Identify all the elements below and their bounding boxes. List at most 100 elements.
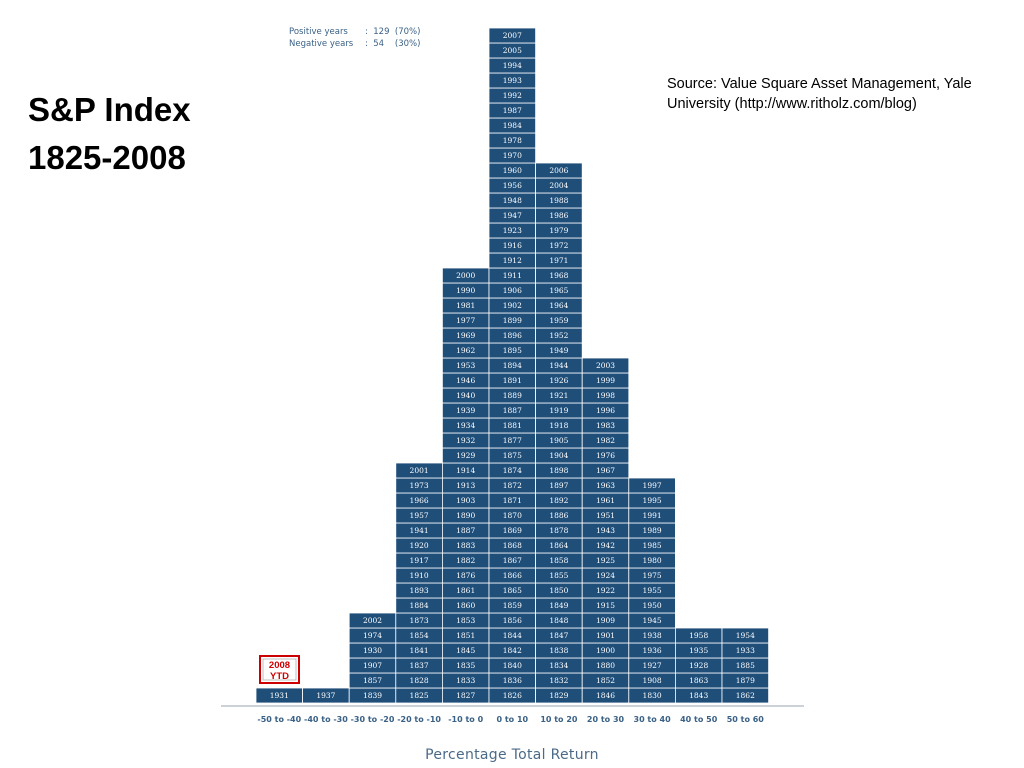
- year-cell-label: 1964: [549, 301, 568, 310]
- year-cell-label: 1841: [410, 646, 429, 655]
- year-cell-label: 1956: [503, 181, 522, 190]
- year-cell-label: 1944: [549, 361, 568, 370]
- year-cell-label: 1920: [410, 541, 429, 550]
- year-cell-label: 1874: [503, 466, 522, 475]
- ytd-suffix-label: YTD: [270, 671, 289, 682]
- year-cell-label: 1983: [596, 421, 615, 430]
- year-cell-label: 1880: [596, 661, 615, 670]
- year-cell-label: 1946: [456, 376, 475, 385]
- year-cell-label: 1928: [689, 661, 708, 670]
- source-note-line1: Source: Value Square Asset Management, Y…: [667, 76, 972, 92]
- ytd-box: [259, 655, 300, 684]
- bin-label: 10 to 20: [540, 715, 578, 724]
- year-cell-label: 1927: [643, 661, 662, 670]
- year-cell-label: 1995: [643, 496, 662, 505]
- bin-label: 0 to 10: [497, 715, 529, 724]
- x-axis-title: Percentage Total Return: [425, 747, 599, 763]
- year-cell-label: 1870: [503, 511, 522, 520]
- year-cell-label: 1953: [456, 361, 475, 370]
- year-cell-label: 1843: [689, 691, 708, 700]
- year-cell-label: 1868: [503, 541, 522, 550]
- year-cell-label: 1847: [549, 631, 568, 640]
- year-cell-label: 1911: [503, 271, 522, 280]
- year-cell: [535, 162, 583, 179]
- year-cell-label: 1863: [689, 676, 708, 685]
- year-cell-label: 1957: [410, 511, 429, 520]
- year-cell-label: 1936: [643, 646, 662, 655]
- year-cell-label: 1897: [549, 481, 568, 490]
- year-cell-label: 1877: [503, 436, 522, 445]
- year-cell-label: 2003: [596, 361, 615, 370]
- year-cell-label: 1945: [643, 616, 662, 625]
- year-cell-label: 1963: [596, 481, 615, 490]
- year-cell: [581, 357, 630, 374]
- year-cell-label: 1905: [549, 436, 568, 445]
- year-cell-label: 1900: [596, 646, 615, 655]
- year-cell: [628, 477, 676, 494]
- slide-title-line1: S&P Index: [28, 91, 191, 128]
- year-cell-label: 1889: [503, 391, 522, 400]
- year-cell-label: 1876: [456, 571, 475, 580]
- year-cell-label: 1932: [456, 436, 475, 445]
- year-cell-label: 1918: [549, 421, 568, 430]
- year-cell-label: 1858: [549, 556, 568, 565]
- year-cell-label: 1930: [363, 646, 382, 655]
- year-cell-label: 1972: [549, 241, 568, 250]
- year-cell-label: 1907: [363, 661, 382, 670]
- year-cell-label: 1871: [503, 496, 522, 505]
- year-cell-label: 1825: [410, 691, 429, 700]
- year-cell-label: 1894: [503, 361, 522, 370]
- year-cell-label: 1984: [503, 121, 522, 130]
- year-cell-label: 1974: [363, 631, 382, 640]
- year-cell-label: 1986: [549, 211, 568, 220]
- year-cell-label: 1996: [596, 406, 615, 415]
- year-cell-label: 1904: [549, 451, 568, 460]
- year-cell-label: 1887: [456, 526, 475, 535]
- year-cell-label: 2001: [410, 466, 429, 475]
- year-cell-label: 1828: [410, 676, 429, 685]
- slide-title-line2: 1825-2008: [28, 139, 186, 176]
- year-cell-label: 1965: [549, 286, 568, 295]
- year-cell-label: 1893: [410, 586, 429, 595]
- year-cell-label: 1985: [643, 541, 662, 550]
- year-cell-label: 1899: [503, 316, 522, 325]
- year-cell-label: 1973: [410, 481, 429, 490]
- year-cell-label: 1969: [456, 331, 475, 340]
- year-cell-label: 1960: [503, 166, 522, 175]
- year-cell-label: 1978: [503, 136, 522, 145]
- year-cell-label: 1826: [503, 691, 522, 700]
- year-cell-label: 1862: [736, 691, 755, 700]
- ytd-inner-frame: [262, 658, 297, 681]
- year-cell-label: 1842: [503, 646, 522, 655]
- year-cell-label: 1838: [549, 646, 568, 655]
- year-cell-label: 1901: [596, 631, 615, 640]
- year-cell-label: 1873: [410, 616, 429, 625]
- year-cell-label: 1866: [503, 571, 522, 580]
- year-cell-label: 1947: [503, 211, 522, 220]
- bin-label: -10 to 0: [448, 715, 483, 724]
- year-cell-label: 1943: [596, 526, 615, 535]
- year-cell-label: 1886: [549, 511, 568, 520]
- year-cell-label: 1834: [549, 661, 568, 670]
- year-cell-label: 1854: [410, 631, 429, 640]
- year-cell-label: 1938: [643, 631, 662, 640]
- stat-value: : 129 (70%): [365, 27, 421, 37]
- year-cell-label: 1958: [689, 631, 708, 640]
- year-cell-label: 2004: [549, 181, 568, 190]
- year-cell-label: 1910: [410, 571, 429, 580]
- year-cell-label: 1908: [643, 676, 662, 685]
- stat-label: Negative years: [289, 39, 354, 49]
- year-cell-label: 1967: [596, 466, 615, 475]
- year-cell-label: 1954: [736, 631, 755, 640]
- year-cell-label: 1912: [503, 256, 522, 265]
- year-cell-label: 1864: [549, 541, 568, 550]
- bin-label: 30 to 40: [634, 715, 672, 724]
- year-cell-label: 1913: [456, 481, 475, 490]
- year-cell-label: 1951: [596, 511, 615, 520]
- year-cell-label: 1872: [503, 481, 522, 490]
- year-cell-label: 1915: [596, 601, 615, 610]
- year-cell-label: 1971: [549, 256, 568, 265]
- year-cell-label: 1994: [503, 61, 522, 70]
- year-cell-label: 1839: [363, 691, 382, 700]
- year-cell-label: 1949: [549, 346, 568, 355]
